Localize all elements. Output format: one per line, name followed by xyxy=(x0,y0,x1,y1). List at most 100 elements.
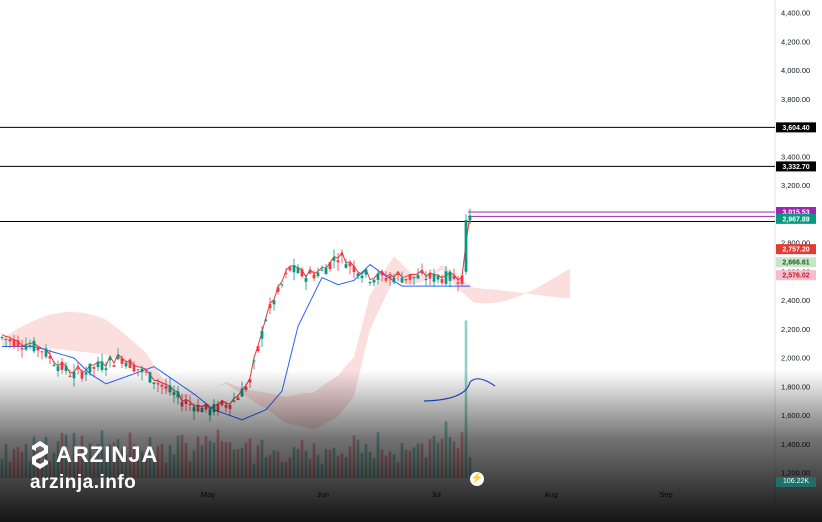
candle-body xyxy=(356,273,360,277)
volume-bar xyxy=(24,444,28,478)
candle-body xyxy=(236,397,240,401)
candle-body xyxy=(380,272,384,276)
volume-bar xyxy=(164,462,168,478)
volume-bar xyxy=(296,448,300,478)
y-tick-label: 2,400.00 xyxy=(781,296,810,305)
candle-body xyxy=(16,340,20,347)
candle-body xyxy=(224,404,228,408)
candle-body xyxy=(164,386,168,389)
volume-bar xyxy=(272,450,276,478)
price-tag: 2,757.20 xyxy=(776,244,816,255)
price-tag-label: 2,967.89 xyxy=(782,216,809,223)
candle-body xyxy=(228,404,232,409)
candle-body xyxy=(256,346,260,352)
y-tick-label: 4,200.00 xyxy=(781,37,810,46)
candle-body xyxy=(436,275,440,280)
candle-body xyxy=(56,366,60,372)
volume-bar xyxy=(400,442,404,478)
volume-bar xyxy=(240,448,244,478)
volume-bar xyxy=(344,457,348,478)
candle-body xyxy=(116,355,120,359)
lightning-icon[interactable]: ⚡ xyxy=(470,472,484,486)
candle-body xyxy=(148,372,152,383)
volume-bar xyxy=(464,320,468,478)
candle-body xyxy=(464,220,468,272)
candle-body xyxy=(444,271,448,284)
volume-bar xyxy=(188,461,192,478)
candle-body xyxy=(4,338,8,340)
volume-bar xyxy=(192,450,196,478)
candle-body xyxy=(248,379,252,383)
candle-body xyxy=(52,364,56,366)
volume-bar xyxy=(312,443,316,478)
candle-body xyxy=(460,275,464,284)
volume-bar xyxy=(16,446,20,478)
y-tick-label: 3,200.00 xyxy=(781,181,810,190)
candle-body xyxy=(156,383,160,385)
price-tag: 3,015.53 xyxy=(776,207,816,218)
volume-bar xyxy=(368,452,372,478)
candle-body xyxy=(80,371,84,379)
candle-body xyxy=(48,355,52,359)
volume-bar xyxy=(328,449,332,478)
volume-bar xyxy=(180,434,184,478)
candle-body xyxy=(196,404,200,412)
volume-bar xyxy=(184,443,188,478)
candle-body xyxy=(240,388,244,397)
price-tag-bg xyxy=(776,270,816,281)
candle-body xyxy=(112,365,116,367)
candle-body xyxy=(40,351,44,353)
volume-bar xyxy=(392,454,396,478)
volume-bar xyxy=(336,455,340,478)
candle-body xyxy=(288,267,292,271)
volume-bar xyxy=(288,457,292,478)
brand-watermark: ARZINJA arzinja.info xyxy=(30,440,158,494)
candle-body xyxy=(324,267,328,275)
volume-bar xyxy=(200,445,204,478)
candle-body xyxy=(296,267,300,274)
candle-body xyxy=(400,278,404,283)
volume-bar xyxy=(404,450,408,478)
volume-bar xyxy=(228,442,232,478)
candle-body xyxy=(316,272,320,277)
candle-body xyxy=(272,300,276,305)
candle-body xyxy=(348,262,352,267)
candle-body xyxy=(260,331,264,339)
candle-body xyxy=(416,274,420,279)
candle-body xyxy=(384,277,388,281)
candle-body xyxy=(232,400,236,402)
y-tick-label: 3,800.00 xyxy=(781,95,810,104)
price-tag: 2,576.02 xyxy=(776,270,816,281)
volume-bar xyxy=(308,459,312,478)
candle-body xyxy=(128,359,132,369)
candle-body xyxy=(120,358,124,364)
y-tick-label: 2,200.00 xyxy=(781,325,810,334)
candle-body xyxy=(184,400,188,404)
price-tag: 3,604.40 xyxy=(776,122,816,133)
x-tick-label: Sep xyxy=(659,490,672,499)
candle-body xyxy=(216,403,220,412)
candle-body xyxy=(352,266,356,273)
candle-body xyxy=(180,401,184,407)
price-tag-label: 3,015.53 xyxy=(782,210,809,217)
candle-body xyxy=(424,278,428,281)
candle-body xyxy=(448,271,452,281)
volume-bar xyxy=(420,443,424,478)
candle-body xyxy=(364,269,368,275)
y-tick-label: 3,400.00 xyxy=(781,152,810,161)
y-tick-label: 2,800.00 xyxy=(781,239,810,248)
candle-body xyxy=(432,273,436,282)
volume-bar xyxy=(372,457,376,478)
candle-body xyxy=(76,368,80,370)
volume-bar xyxy=(444,421,448,478)
candle-body xyxy=(392,277,396,283)
candle-body xyxy=(192,407,196,412)
volume-bar xyxy=(432,435,436,478)
volume-bar xyxy=(348,446,352,478)
candle-body xyxy=(84,372,88,375)
candle-body xyxy=(276,287,280,292)
volume-bar xyxy=(20,451,24,478)
y-tick-label: 1,800.00 xyxy=(781,382,810,391)
candle-body xyxy=(308,270,312,274)
